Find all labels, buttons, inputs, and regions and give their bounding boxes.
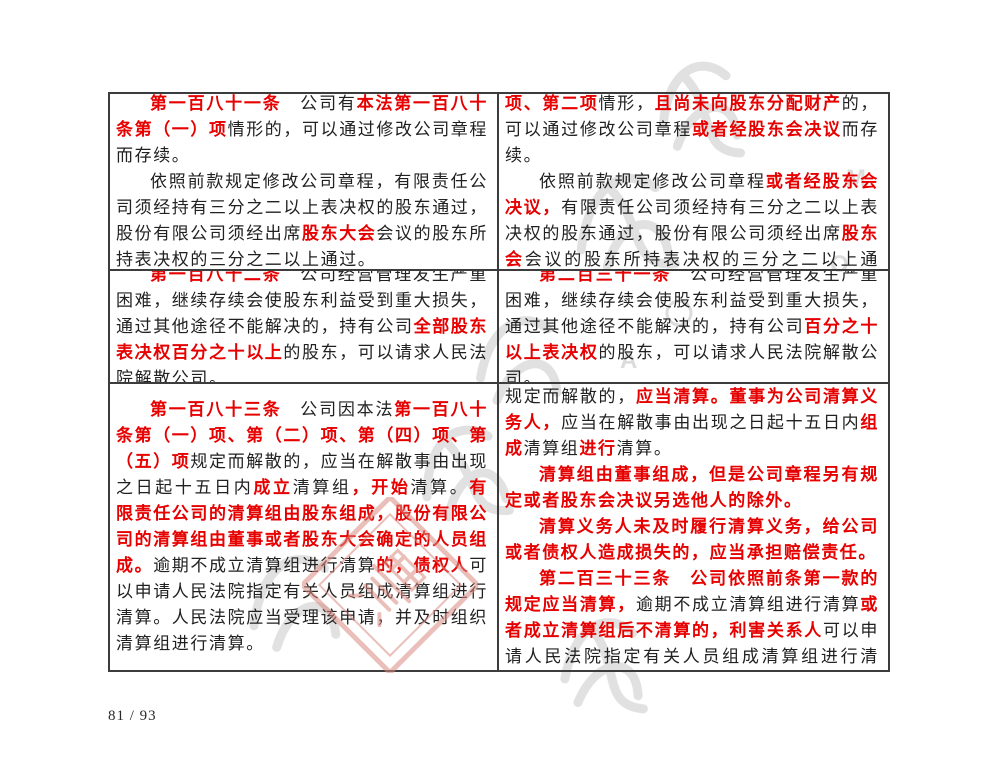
text-segment	[671, 569, 690, 588]
amended-text-segment: 或者经股东会决议	[692, 119, 842, 139]
law-cell-right-row-3: 第二百三十二条 公司因本法第二百二十九条第一款第一项、第二项、第四项、第五项规定…	[499, 384, 888, 670]
text-segment: 清算组	[292, 478, 352, 497]
text-segment: 规定而解散的，应当在解散事由出现之日起十五日内	[116, 452, 489, 497]
amended-text-segment: 前条第一款第一项、第二项	[505, 94, 599, 113]
law-cell-right-row-2: 第二百三十一条 公司经营管理发生严重困难，继续存续会使股东利益受到重大损失，通过…	[499, 271, 888, 384]
amended-text-segment: 第一百八十二条	[150, 271, 282, 284]
text-segment: 依照前款规定修改公司章程	[539, 171, 766, 191]
law-cell-right-row-1: 第二百三十条 公司有前条第一款第一项、第二项情形，且尚未向股东分配财产的，可以通…	[499, 94, 888, 271]
law-cell-left-row-2: 第一百八十二条 公司经营管理发生严重困难，继续存续会使股东利益受到重大损失，通过…	[110, 271, 499, 384]
amended-text-segment: 股东会	[505, 223, 879, 269]
text-segment: 清算。	[616, 439, 673, 458]
amended-text-segment: 股东大会	[302, 223, 377, 243]
amended-text-segment: 且尚未向股东分配财产	[654, 94, 842, 113]
text-segment: 清算组	[523, 439, 580, 458]
text-segment: 公司有	[281, 94, 357, 113]
amended-text-segment: 全部股东表决权百分之十以上	[116, 316, 489, 362]
text-segment: 规定而解散的，	[505, 387, 636, 406]
law-paragraph: 依照前款规定修改公司章程，有限责任公司须经持有三分之二以上表决权的股东通过，股份…	[116, 169, 489, 270]
text-segment: 可以申请人民法院指定有关人员组成清算组进行清算。人民法院应当受理该申请，并及时组…	[505, 621, 879, 666]
text-segment: 的，可以通过修改公司章程	[505, 94, 880, 139]
text-segment: 而存续。	[505, 119, 879, 165]
law-paragraph: 第二百三十二条 公司因本法第二百二十九条第一款第一项、第二项、第四项、第五项规定…	[505, 384, 879, 462]
amended-text-segment: 第二百三十一条	[539, 271, 672, 284]
law-comparison-table: 第一百八十一条 公司有本法第一百八十条第（一）项情形的，可以通过修改公司章程而存…	[108, 92, 890, 672]
amended-text-segment: 第一百八十条第（一）项、第（二）项、第（四）项、第（五）项	[116, 400, 488, 471]
amended-text-segment: 的，债权人	[376, 556, 470, 575]
amended-text-segment: 进行	[579, 439, 617, 458]
page-number: 81 / 93	[108, 708, 157, 724]
amended-text-segment: 第一百八十三条	[150, 400, 282, 419]
text-segment: 应当在解散事由出现之日起十五日内	[561, 413, 861, 432]
law-paragraph: 第二百三十三条 公司依照前条第一款的规定应当清算，逾期不成立清算组进行清算或者成…	[505, 566, 879, 670]
text-segment: 依照前款规定修改公司章程，有限责任公司须经持有三分之二以上表决权的股东通过，股份…	[116, 171, 488, 243]
amended-text-segment: 清算义务人未及时履行清算义务，给公司或者债权人造成损失的，应当承担赔偿责任。	[505, 517, 879, 562]
text-segment: 情形，	[598, 94, 655, 113]
text-segment: 清算。	[410, 478, 470, 497]
law-cell-left-row-3: 第一百八十三条 公司因本法第一百八十条第（一）项、第（二）项、第（四）项、第（五…	[110, 384, 499, 670]
amended-text-segment: 或者经股东会决议，	[505, 171, 880, 217]
text-segment: 逾期不成立清算组进行清算	[635, 595, 861, 614]
amended-text-segment: 第二百三十三条	[539, 569, 672, 588]
amended-text-segment: 清算组由董事组成，但是公司章程另有规定或者股东会决议另选他人的除外。	[505, 465, 879, 510]
text-segment: 逾期不成立清算组进行清算	[153, 556, 377, 575]
amended-text-segment: ，开始	[351, 478, 411, 497]
text-segment: 会议的股东所持表决权的三分之二以上通过。	[524, 249, 879, 269]
text-segment: 有限责任公司须经持有三分之二以上表决权的股东通过，股份有限公司须经出席	[505, 197, 879, 243]
text-segment: 情形的，可以通过修改公司章程而存续。	[116, 119, 489, 165]
amended-text-segment: 第一百八十一条	[150, 94, 282, 113]
law-paragraph: 第一百八十三条 公司因本法第一百八十条第（一）项、第（二）项、第（四）项、第（五…	[116, 397, 488, 657]
law-paragraph: 第二百三十条 公司有前条第一款第一项、第二项情形，且尚未向股东分配财产的，可以通…	[505, 94, 879, 169]
amended-text-segment: 本法第一百八十条第（一）项	[116, 94, 488, 139]
law-paragraph: 清算组由董事组成，但是公司章程另有规定或者股东会决议另选他人的除外。	[505, 462, 879, 514]
amended-text-segment: 或者成立清算组后不清算的，利害关系人	[505, 595, 879, 640]
amended-text-segment: 组成	[505, 413, 879, 458]
amended-text-segment: 成立	[253, 478, 293, 497]
amended-text-segment: 公司依照前条第一款的规定应当清算，	[505, 569, 879, 614]
text-segment: 公司经营管理发生严重困难，继续存续会使股东利益受到重大损失，通过其他途径不能解决…	[505, 271, 879, 336]
text-segment: 的股东，可以请求人民法院解散公司。	[116, 342, 489, 384]
amended-text-segment: 百分之十以上表决权	[505, 316, 879, 362]
law-paragraph: 第一百八十一条 公司有本法第一百八十条第（一）项情形的，可以通过修改公司章程而存…	[116, 94, 488, 169]
amended-text-segment: 应当清算。董事为公司清算义务人，	[505, 387, 879, 432]
law-paragraph: 第一百八十二条 公司经营管理发生严重困难，继续存续会使股东利益受到重大损失，通过…	[116, 271, 489, 384]
text-segment: 公司因本法	[281, 400, 395, 419]
law-paragraph: 清算义务人未及时履行清算义务，给公司或者债权人造成损失的，应当承担赔偿责任。	[505, 514, 879, 566]
text-segment: 公司经营管理发生严重困难，继续存续会使股东利益受到重大损失，通过其他途径不能解决…	[116, 271, 488, 336]
law-paragraph: 第二百三十一条 公司经营管理发生严重困难，继续存续会使股东利益受到重大损失，通过…	[505, 271, 880, 384]
law-cell-left-row-1: 第一百八十一条 公司有本法第一百八十条第（一）项情形的，可以通过修改公司章程而存…	[110, 94, 499, 271]
text-segment: 的股东，可以请求人民法院解散公司。	[505, 342, 880, 384]
law-paragraph: 依照前款规定修改公司章程或者经股东会决议，有限责任公司须经持有三分之二以上表决权…	[505, 169, 880, 270]
text-segment: 会议的股东所持表决权的三分之二以上通过。	[116, 223, 489, 269]
